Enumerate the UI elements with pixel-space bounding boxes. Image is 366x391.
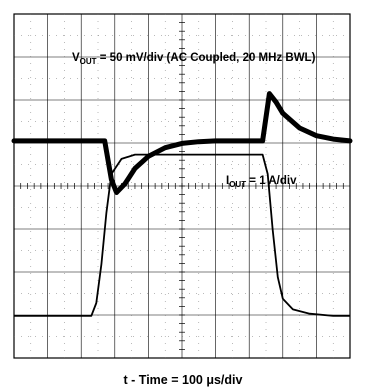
vout-label-main: V <box>72 52 80 64</box>
vout-scale-label: VOUT = 50 mV/div (AC Coupled, 20 MHz BWL… <box>72 52 316 66</box>
iout-label-main: I <box>226 175 229 187</box>
vout-trace <box>11 91 353 195</box>
iout-scale-label: IOUT = 1 A/div <box>226 175 297 189</box>
iout-label-rest: = 1 A/div <box>246 175 297 187</box>
vout-label-rest: = 50 mV/div (AC Coupled, 20 MHz BWL) <box>97 52 316 64</box>
traces <box>11 91 353 317</box>
iout-trace <box>14 153 350 317</box>
x-axis-label: t - Time = 100 μs/div <box>124 373 243 387</box>
grid <box>13 13 351 359</box>
iout-label-sub: OUT <box>229 180 246 189</box>
vout-label-sub: OUT <box>80 57 97 66</box>
